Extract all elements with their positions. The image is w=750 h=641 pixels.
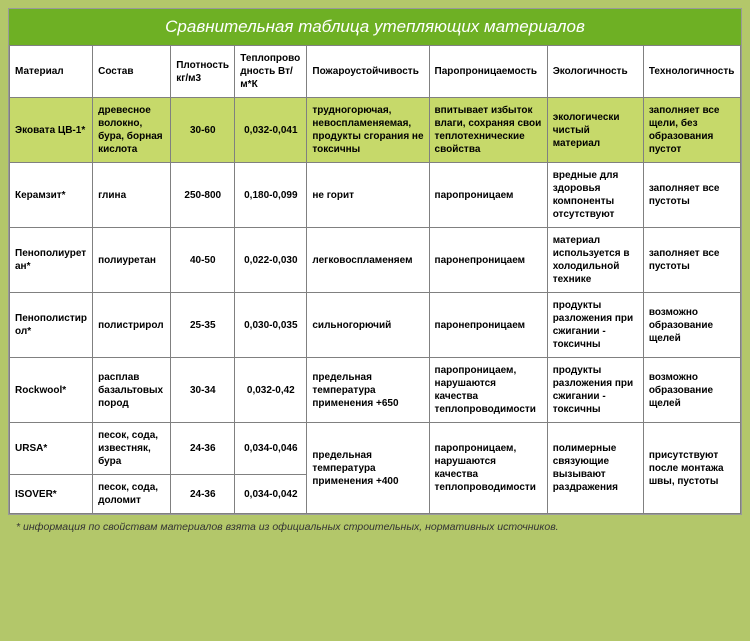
footnote: * информация по свойствам материалов взя…: [8, 515, 742, 539]
cell: заполняет все пустоты: [643, 163, 740, 228]
cell: песок, сода, доломит: [93, 475, 171, 514]
cell: заполняет все пустоты: [643, 228, 740, 293]
cell: возможно образование щелей: [643, 293, 740, 358]
cell: полиуретан: [93, 228, 171, 293]
cell: заполняет все щели, без образования пуст…: [643, 98, 740, 163]
col-composition: Состав: [93, 46, 171, 98]
table-title: Сравнительная таблица утепляющих материа…: [9, 9, 741, 45]
cell: 250-800: [171, 163, 235, 228]
col-material: Материал: [10, 46, 93, 98]
cell: древесное волокно, бура, борная кислота: [93, 98, 171, 163]
cell: паронепроницаем: [429, 293, 547, 358]
cell: 40-50: [171, 228, 235, 293]
table-row: Пенополистирол*полистрирол25-350,030-0,0…: [10, 293, 741, 358]
cell: продукты разложения при сжигании - токси…: [547, 358, 643, 423]
cell: трудногорючая, невоспламеняемая, продукт…: [307, 98, 429, 163]
col-eco: Экологичность: [547, 46, 643, 98]
cell: предельная температура применения +400: [307, 423, 429, 514]
table-row: URSA*песок, сода, известняк, бура24-360,…: [10, 423, 741, 475]
table-row: Rockwool*расплав базальтовых пород30-340…: [10, 358, 741, 423]
cell: 0,034-0,046: [235, 423, 307, 475]
cell: полистрирол: [93, 293, 171, 358]
cell: 24-36: [171, 423, 235, 475]
cell: присутствуют после монтажа швы, пустоты: [643, 423, 740, 514]
cell: Керамзит*: [10, 163, 93, 228]
table-row: Керамзит*глина250-8000,180-0,099не горит…: [10, 163, 741, 228]
cell: экологически чистый материал: [547, 98, 643, 163]
table-row: Эковата ЦВ-1*древесное волокно, бура, бо…: [10, 98, 741, 163]
cell: 0,032-0,42: [235, 358, 307, 423]
cell: глина: [93, 163, 171, 228]
col-conductivity: Теплопрово дность Вт/м*К: [235, 46, 307, 98]
header-row: Материал Состав Плотность кг/м3 Теплопро…: [10, 46, 741, 98]
cell: паропроницаем: [429, 163, 547, 228]
table-row: Пенополиуретан*полиуретан40-500,022-0,03…: [10, 228, 741, 293]
cell: предельная температура применения +650: [307, 358, 429, 423]
cell: паронепроницаем: [429, 228, 547, 293]
cell: сильногорючий: [307, 293, 429, 358]
cell: возможно образование щелей: [643, 358, 740, 423]
cell: 30-34: [171, 358, 235, 423]
cell: 0,034-0,042: [235, 475, 307, 514]
cell: 25-35: [171, 293, 235, 358]
cell: паропроницаем, нарушаются качества тепло…: [429, 423, 547, 514]
cell: 0,180-0,099: [235, 163, 307, 228]
cell: не горит: [307, 163, 429, 228]
cell: 0,032-0,041: [235, 98, 307, 163]
cell: 0,022-0,030: [235, 228, 307, 293]
cell: 30-60: [171, 98, 235, 163]
col-fire: Пожароустойчивость: [307, 46, 429, 98]
cell: Эковата ЦВ-1*: [10, 98, 93, 163]
cell: Пенополистирол*: [10, 293, 93, 358]
cell: 0,030-0,035: [235, 293, 307, 358]
col-density: Плотность кг/м3: [171, 46, 235, 98]
cell: Пенополиуретан*: [10, 228, 93, 293]
cell: ISOVER*: [10, 475, 93, 514]
cell: расплав базальтовых пород: [93, 358, 171, 423]
cell: Rockwool*: [10, 358, 93, 423]
cell: песок, сода, известняк, бура: [93, 423, 171, 475]
col-tech: Технологичность: [643, 46, 740, 98]
materials-table: Материал Состав Плотность кг/м3 Теплопро…: [9, 45, 741, 514]
cell: продукты разложения при сжигании - токси…: [547, 293, 643, 358]
cell: 24-36: [171, 475, 235, 514]
col-vapor: Паропроницаемость: [429, 46, 547, 98]
cell: паропроницаем, нарушаются качества тепло…: [429, 358, 547, 423]
cell: полимерные связующие вызывают раздражени…: [547, 423, 643, 514]
cell: URSA*: [10, 423, 93, 475]
cell: материал используется в холодильной техн…: [547, 228, 643, 293]
cell: впитывает избыток влаги, сохраняя свои т…: [429, 98, 547, 163]
cell: вредные для здоровья компоненты отсутств…: [547, 163, 643, 228]
cell: легковоспламеняем: [307, 228, 429, 293]
card: Сравнительная таблица утепляющих материа…: [8, 8, 742, 515]
